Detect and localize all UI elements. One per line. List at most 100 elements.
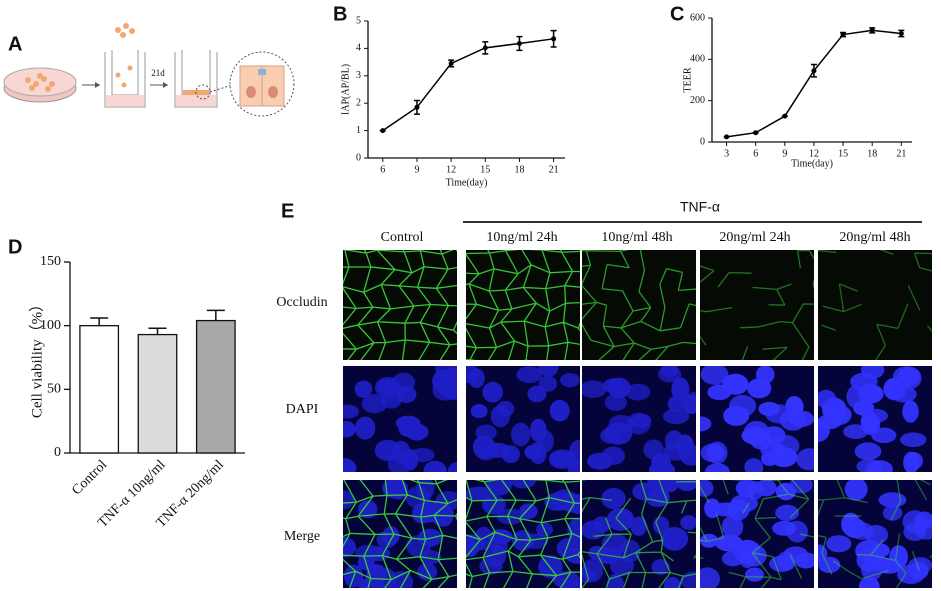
nucleus	[889, 545, 908, 569]
nucleus	[761, 451, 779, 466]
nucleus	[882, 505, 903, 521]
nucleus	[602, 378, 628, 394]
nucleus	[855, 539, 882, 562]
nucleus	[606, 507, 635, 531]
nucleus	[891, 385, 917, 403]
nucleus	[722, 373, 749, 395]
nucleus	[745, 567, 764, 582]
x-tick-label: 6	[753, 148, 758, 159]
nucleus	[854, 442, 882, 461]
step-label: 21d	[151, 68, 165, 78]
x-tick-label: 12	[446, 164, 456, 175]
nucleus	[700, 366, 729, 385]
nucleus	[630, 516, 648, 536]
nucleus	[537, 430, 555, 453]
nucleus	[604, 394, 627, 411]
bar	[195, 319, 236, 454]
row-label: DAPI	[286, 402, 319, 417]
junction-stain	[700, 250, 814, 360]
junction-stain	[818, 480, 932, 588]
nucleus	[417, 563, 438, 581]
nucleus	[357, 500, 378, 519]
nucleus	[343, 490, 355, 510]
micrograph-bg	[582, 250, 696, 360]
group-label: TNF-α	[680, 199, 720, 215]
nucleus	[511, 422, 531, 447]
x-tick-label: 3	[724, 148, 729, 159]
nucleus	[625, 383, 651, 401]
nucleus	[850, 522, 874, 540]
nucleus	[343, 536, 356, 558]
column-label: 10ng/ml 24h	[486, 230, 557, 245]
micrograph	[343, 366, 457, 472]
nucleus	[560, 373, 580, 388]
nucleus	[374, 439, 401, 461]
micrograph	[818, 480, 932, 588]
point	[840, 32, 846, 38]
nucleus	[343, 457, 357, 472]
micrograph-content	[343, 366, 457, 472]
x-tick-label: 21	[896, 148, 906, 159]
nucleus	[610, 555, 634, 577]
line	[382, 38, 554, 132]
row-label: Occludin	[276, 295, 327, 310]
nucleus	[707, 441, 728, 465]
nucleus	[663, 408, 690, 425]
junction-stain	[343, 250, 457, 360]
nucleus	[775, 504, 800, 521]
panel-letter: B	[333, 3, 347, 25]
y-axis-label: TEER	[682, 67, 693, 92]
nucleus	[246, 86, 256, 98]
nucleus	[744, 458, 764, 472]
nucleus	[524, 444, 543, 460]
nucleus	[544, 492, 571, 511]
nucleus	[268, 86, 278, 98]
nucleus	[582, 568, 597, 584]
nucleus	[490, 534, 508, 557]
nucleus	[510, 480, 536, 489]
medium	[106, 95, 144, 106]
nucleus	[818, 389, 837, 409]
junction-stain	[343, 480, 457, 588]
y-tick-label: 150	[40, 254, 61, 269]
nucleus	[482, 381, 504, 403]
y-tick-label: 100	[40, 318, 61, 333]
nucleus	[746, 480, 764, 500]
micrograph-content	[818, 250, 932, 360]
nucleus	[343, 404, 360, 419]
nucleus	[715, 534, 743, 552]
micrograph	[582, 250, 696, 360]
nucleus	[549, 399, 570, 422]
nucleus	[343, 420, 356, 438]
junction-stain	[700, 480, 814, 588]
nucleus	[796, 448, 814, 471]
row-label: Merge	[284, 529, 320, 544]
micrograph	[466, 480, 580, 588]
nucleus	[651, 559, 670, 576]
nucleus	[601, 487, 626, 509]
column-label: 10ng/ml 48h	[601, 230, 672, 245]
nucleus	[538, 375, 558, 392]
medium	[176, 95, 216, 106]
micrograph-content	[343, 250, 457, 360]
nucleus	[375, 376, 401, 399]
column-label: 20ng/ml 48h	[839, 230, 910, 245]
nucleus	[712, 502, 740, 517]
zoom-line	[209, 84, 233, 93]
nucleus	[878, 492, 907, 508]
nucleus	[662, 534, 686, 550]
nucleus	[466, 486, 493, 501]
nucleus	[824, 404, 852, 426]
nucleus	[472, 435, 496, 459]
nucleus	[516, 366, 543, 384]
nucleus	[354, 416, 376, 440]
x-tick-label: 9	[782, 148, 787, 159]
micrograph	[343, 480, 457, 588]
nucleus	[866, 460, 893, 472]
nucleus	[468, 368, 485, 389]
nucleus	[858, 577, 880, 588]
y-tick-label: 50	[47, 382, 61, 397]
nucleus	[662, 480, 679, 493]
nucleus	[423, 460, 447, 472]
